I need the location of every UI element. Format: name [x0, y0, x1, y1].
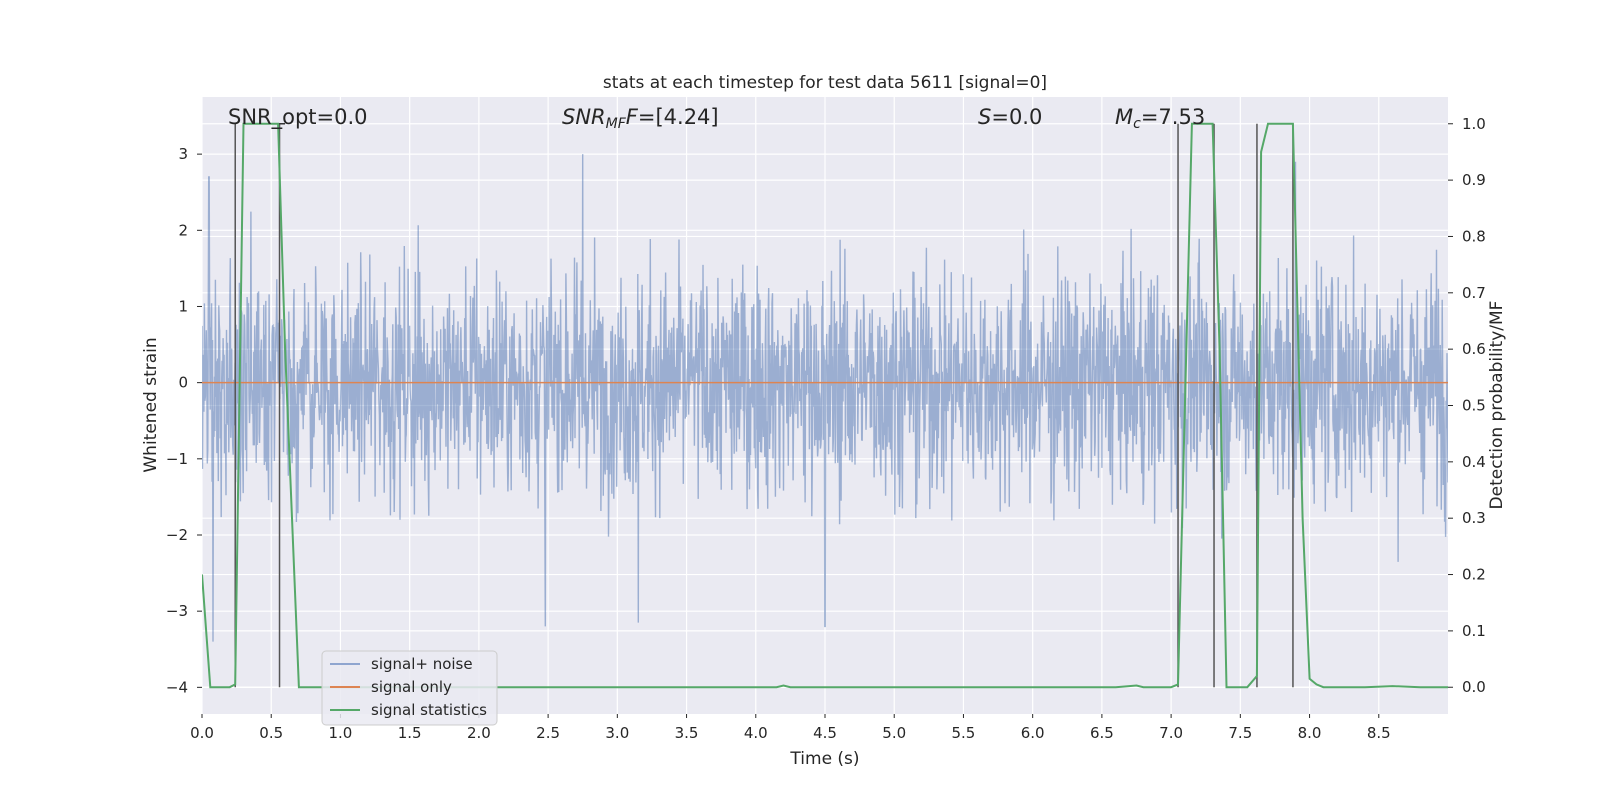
x-tick-label: 1.0 [329, 724, 353, 742]
y-tick-label: −2 [166, 526, 188, 544]
x-tick-label: 4.0 [744, 724, 768, 742]
x-tick-label: 2.5 [536, 724, 560, 742]
annotation-mc: Mc=7.53 [1115, 105, 1205, 132]
y-tick-label: −1 [166, 450, 188, 468]
y-tick-label: 0 [178, 374, 188, 392]
x-tick-label: 6.0 [1021, 724, 1045, 742]
legend-label-noise: signal+ noise [371, 655, 473, 673]
mc-name: M [1115, 105, 1133, 129]
x-tick-label: 5.0 [882, 724, 906, 742]
snr-mf-f: F [626, 105, 639, 129]
y2-tick-label: 0.8 [1462, 227, 1486, 245]
x-tick-label: 8.0 [1298, 724, 1322, 742]
x-tick-label: 2.0 [467, 724, 491, 742]
snr-mf-name: SNR [562, 105, 606, 129]
y2-tick-label: 0.0 [1462, 678, 1486, 696]
y-tick-label: 1 [178, 297, 188, 315]
mc-sub: c [1133, 116, 1141, 132]
y-tick-label: −4 [166, 678, 188, 696]
y-tick-label: 2 [178, 221, 188, 239]
y2-tick-label: 0.7 [1462, 284, 1486, 302]
y2-tick-label: 1.0 [1462, 115, 1486, 133]
snr-mf-value: =[4.24] [638, 105, 719, 129]
legend-box [321, 650, 498, 726]
y2-tick-label: 0.2 [1462, 566, 1486, 584]
mc-value: =7.53 [1141, 105, 1205, 129]
annotation-snr-mf: SNRMFF=[4.24] [562, 105, 719, 132]
s-value: =0.0 [991, 105, 1042, 129]
x-tick-label: 0.5 [259, 724, 283, 742]
annotation-s: S=0.0 [978, 105, 1042, 129]
chart-title: stats at each timestep for test data 561… [603, 73, 1047, 93]
y-tick-label: 3 [178, 145, 188, 163]
y2-tick-labels: 1.0 0.9 0.8 0.7 0.6 0.5 0.4 0.3 0.2 0.1 0.0 [1448, 115, 1486, 696]
x-tick-label: 4.5 [813, 724, 837, 742]
signal-statistics-series [202, 122, 1448, 689]
noise-series [202, 154, 1448, 642]
x-tick-label: 7.5 [1228, 724, 1252, 742]
legend: signal+ noise signal only signal statist… [321, 650, 498, 726]
y2-tick-label: 0.3 [1462, 509, 1486, 527]
y2-tick-label: 0.6 [1462, 340, 1486, 358]
s-name: S [978, 105, 991, 129]
x-tick-label: 3.0 [605, 724, 629, 742]
snr-mf-sub: MF [606, 116, 627, 132]
x-tick-label: 6.5 [1090, 724, 1114, 742]
y2-tick-label: 0.9 [1462, 171, 1486, 189]
y-tick-labels: 3 2 1 0 −1 −2 −3 −4 [166, 145, 202, 696]
x-tick-label: 8.5 [1367, 724, 1391, 742]
legend-label-stats: signal statistics [371, 701, 487, 719]
x-tick-label: 3.5 [675, 724, 699, 742]
y2-tick-label: 0.5 [1462, 397, 1486, 415]
annotation-snr-opt: SNR_opt=0.0 [228, 105, 368, 130]
x-tick-label: 7.0 [1159, 724, 1183, 742]
y2-axis-label: Detection probability/MF [1487, 301, 1507, 510]
x-tick-label: 1.5 [398, 724, 422, 742]
y2-tick-label: 0.1 [1462, 622, 1486, 640]
y2-tick-label: 0.4 [1462, 453, 1486, 471]
signal-statistics-line [202, 122, 1448, 689]
y-tick-label: −3 [166, 602, 188, 620]
x-tick-label: 5.5 [952, 724, 976, 742]
legend-label-signal: signal only [371, 678, 452, 696]
x-axis-label: Time (s) [789, 749, 859, 769]
noise-line [202, 154, 1448, 642]
y-axis-label: Whitened strain [141, 337, 161, 472]
x-tick-labels: 0.0 0.5 1.0 1.5 2.0 2.5 3.0 3.5 4.0 4.5 5.0 5.5 6.0 6… [190, 714, 1391, 742]
x-tick-label: 0.0 [190, 724, 214, 742]
